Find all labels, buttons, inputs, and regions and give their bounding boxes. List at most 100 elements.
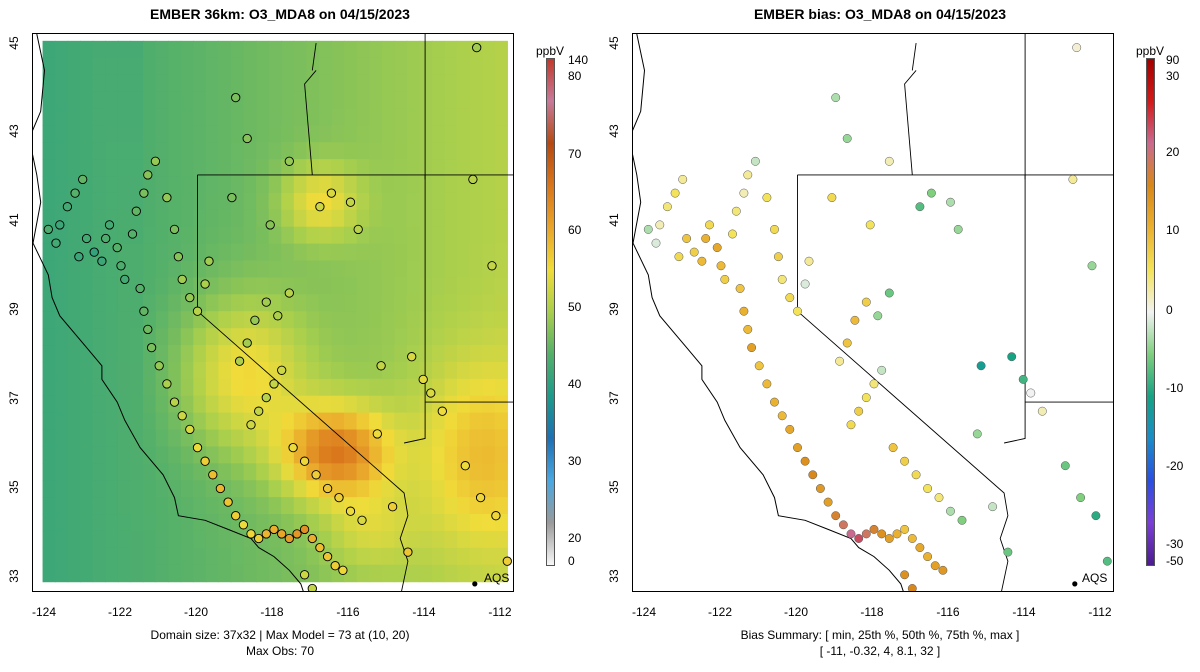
model-grid-cell xyxy=(431,192,446,211)
model-grid-cell xyxy=(268,108,282,126)
model-grid-cell xyxy=(268,277,282,295)
model-grid-cell xyxy=(256,564,270,583)
model-grid-cell xyxy=(331,514,345,532)
aqs-site-marker xyxy=(372,429,382,439)
model-grid-cell xyxy=(80,378,94,397)
model-grid-cell xyxy=(67,564,81,583)
model-grid-cell xyxy=(55,345,69,363)
model-grid-cell xyxy=(431,226,446,245)
model-grid-cell xyxy=(193,378,207,397)
aqs-site-marker xyxy=(785,293,795,303)
aqs-site-marker xyxy=(923,552,933,562)
model-grid-cell xyxy=(117,530,132,549)
model-grid-cell xyxy=(243,547,257,566)
model-grid-cell xyxy=(218,91,232,110)
model-grid-cell xyxy=(281,480,295,498)
model-grid-cell xyxy=(469,446,483,464)
model-grid-cell xyxy=(394,57,408,76)
model-grid-cell xyxy=(306,345,320,363)
model-grid-cell xyxy=(344,142,358,160)
model-grid-cell xyxy=(80,328,94,346)
model-grid-cell xyxy=(356,57,370,76)
model-grid-cell xyxy=(218,463,232,481)
model-grid-cell xyxy=(105,345,119,363)
model-grid-cell xyxy=(457,294,471,312)
model-grid-cell xyxy=(143,176,157,194)
model-grid-cell xyxy=(243,209,257,228)
model-grid-cell xyxy=(344,159,358,177)
model-grid-cell xyxy=(256,361,270,380)
aqs-site-marker xyxy=(762,193,772,203)
model-grid-cell xyxy=(469,125,483,143)
model-grid-cell xyxy=(331,463,345,481)
model-grid-cell xyxy=(431,108,446,126)
aqs-site-marker xyxy=(250,315,260,325)
model-grid-cell xyxy=(406,176,421,194)
aqs-site-marker xyxy=(793,443,802,453)
x-tick-120: -120 xyxy=(183,605,209,619)
model-grid-cell xyxy=(381,328,395,346)
model-grid-cell xyxy=(180,125,194,143)
model-grid-cell xyxy=(117,176,132,194)
model-grid-cell xyxy=(168,260,182,279)
aqs-site-marker xyxy=(89,247,99,257)
model-grid-cell xyxy=(193,159,207,177)
model-grid-cell xyxy=(42,192,56,211)
y-tick-43: 43 xyxy=(7,124,21,138)
site-markers xyxy=(643,43,1112,591)
model-grid-cell xyxy=(281,412,295,431)
model-grid-cell xyxy=(230,530,245,549)
aqs-site-marker xyxy=(808,470,818,480)
model-grid-cell xyxy=(67,74,81,93)
model-grid-cell xyxy=(155,243,169,262)
model-grid-cell xyxy=(356,91,370,110)
model-grid-cell xyxy=(469,378,483,397)
model-grid-cell xyxy=(431,294,446,312)
model-grid-cell xyxy=(318,142,333,160)
x-tick-118: -118 xyxy=(260,605,284,619)
model-grid-cell xyxy=(306,361,320,380)
model-grid-cell xyxy=(42,378,56,397)
model-grid-cell xyxy=(180,192,194,211)
model-grid-cell xyxy=(155,311,169,329)
model-grid-cell xyxy=(193,176,207,194)
model-grid-cell xyxy=(55,311,69,329)
model-grid-cell xyxy=(205,209,220,228)
model-grid-cell xyxy=(394,277,408,295)
model-grid-cell xyxy=(318,108,333,126)
model-grid-cell xyxy=(394,294,408,312)
model-grid-cell xyxy=(168,446,182,464)
model-grid-cell xyxy=(143,429,157,448)
model-grid-cell xyxy=(117,564,132,583)
model-grid-cell xyxy=(105,294,119,312)
model-grid-cell xyxy=(344,260,358,279)
aqs-site-marker xyxy=(154,361,164,371)
model-grid-cell xyxy=(117,497,132,515)
aqs-legend-dot xyxy=(1072,581,1078,587)
model-grid-cell xyxy=(344,463,358,481)
model-grid-cell xyxy=(67,497,81,515)
model-grid-cell xyxy=(381,159,395,177)
model-grid-cell xyxy=(444,514,458,532)
model-grid-cell xyxy=(444,395,458,414)
model-grid-cell xyxy=(105,412,119,431)
model-grid-cell xyxy=(444,547,458,566)
model-grid-cell xyxy=(482,564,496,583)
x-tick-122: -122 xyxy=(107,605,133,619)
aqs-site-marker xyxy=(487,261,497,271)
model-grid-cell xyxy=(117,125,132,143)
state-border xyxy=(911,43,917,71)
aqs-site-marker xyxy=(682,234,692,243)
model-grid-cell xyxy=(356,260,370,279)
model-grid-cell xyxy=(482,243,496,262)
model-grid-cell xyxy=(281,176,295,194)
model-grid-cell xyxy=(193,243,207,262)
model-grid-cell xyxy=(42,294,56,312)
aqs-site-marker xyxy=(139,188,149,198)
model-grid-cell xyxy=(105,159,119,177)
model-grid-cell xyxy=(168,209,182,228)
model-grid-cell xyxy=(42,260,56,279)
model-grid-cell xyxy=(331,74,345,93)
model-grid-cell xyxy=(105,480,119,498)
model-grid-cell xyxy=(268,412,282,431)
